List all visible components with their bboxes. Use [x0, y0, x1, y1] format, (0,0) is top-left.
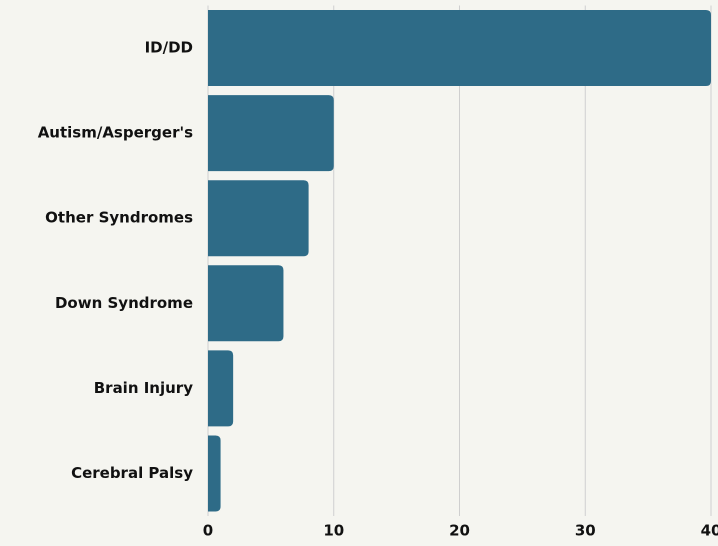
x-tick-label: 10: [323, 522, 344, 540]
bar: [208, 180, 309, 257]
bar: [208, 350, 234, 427]
y-tick-label: ID/DD: [145, 39, 193, 57]
y-tick-label: Cerebral Palsy: [71, 464, 193, 482]
x-tick-label: 40: [701, 522, 718, 540]
bar: [208, 265, 284, 342]
bar: [208, 10, 711, 87]
bar: [208, 435, 221, 512]
y-tick-label: Autism/Asperger's: [38, 124, 193, 142]
y-tick-label: Down Syndrome: [55, 294, 193, 312]
x-tick-label: 30: [575, 522, 596, 540]
x-tick-label: 20: [449, 522, 470, 540]
y-tick-label: Brain Injury: [94, 379, 193, 397]
y-tick-label: Other Syndromes: [45, 209, 193, 227]
x-tick-label: 0: [203, 522, 213, 540]
bar: [208, 95, 334, 172]
